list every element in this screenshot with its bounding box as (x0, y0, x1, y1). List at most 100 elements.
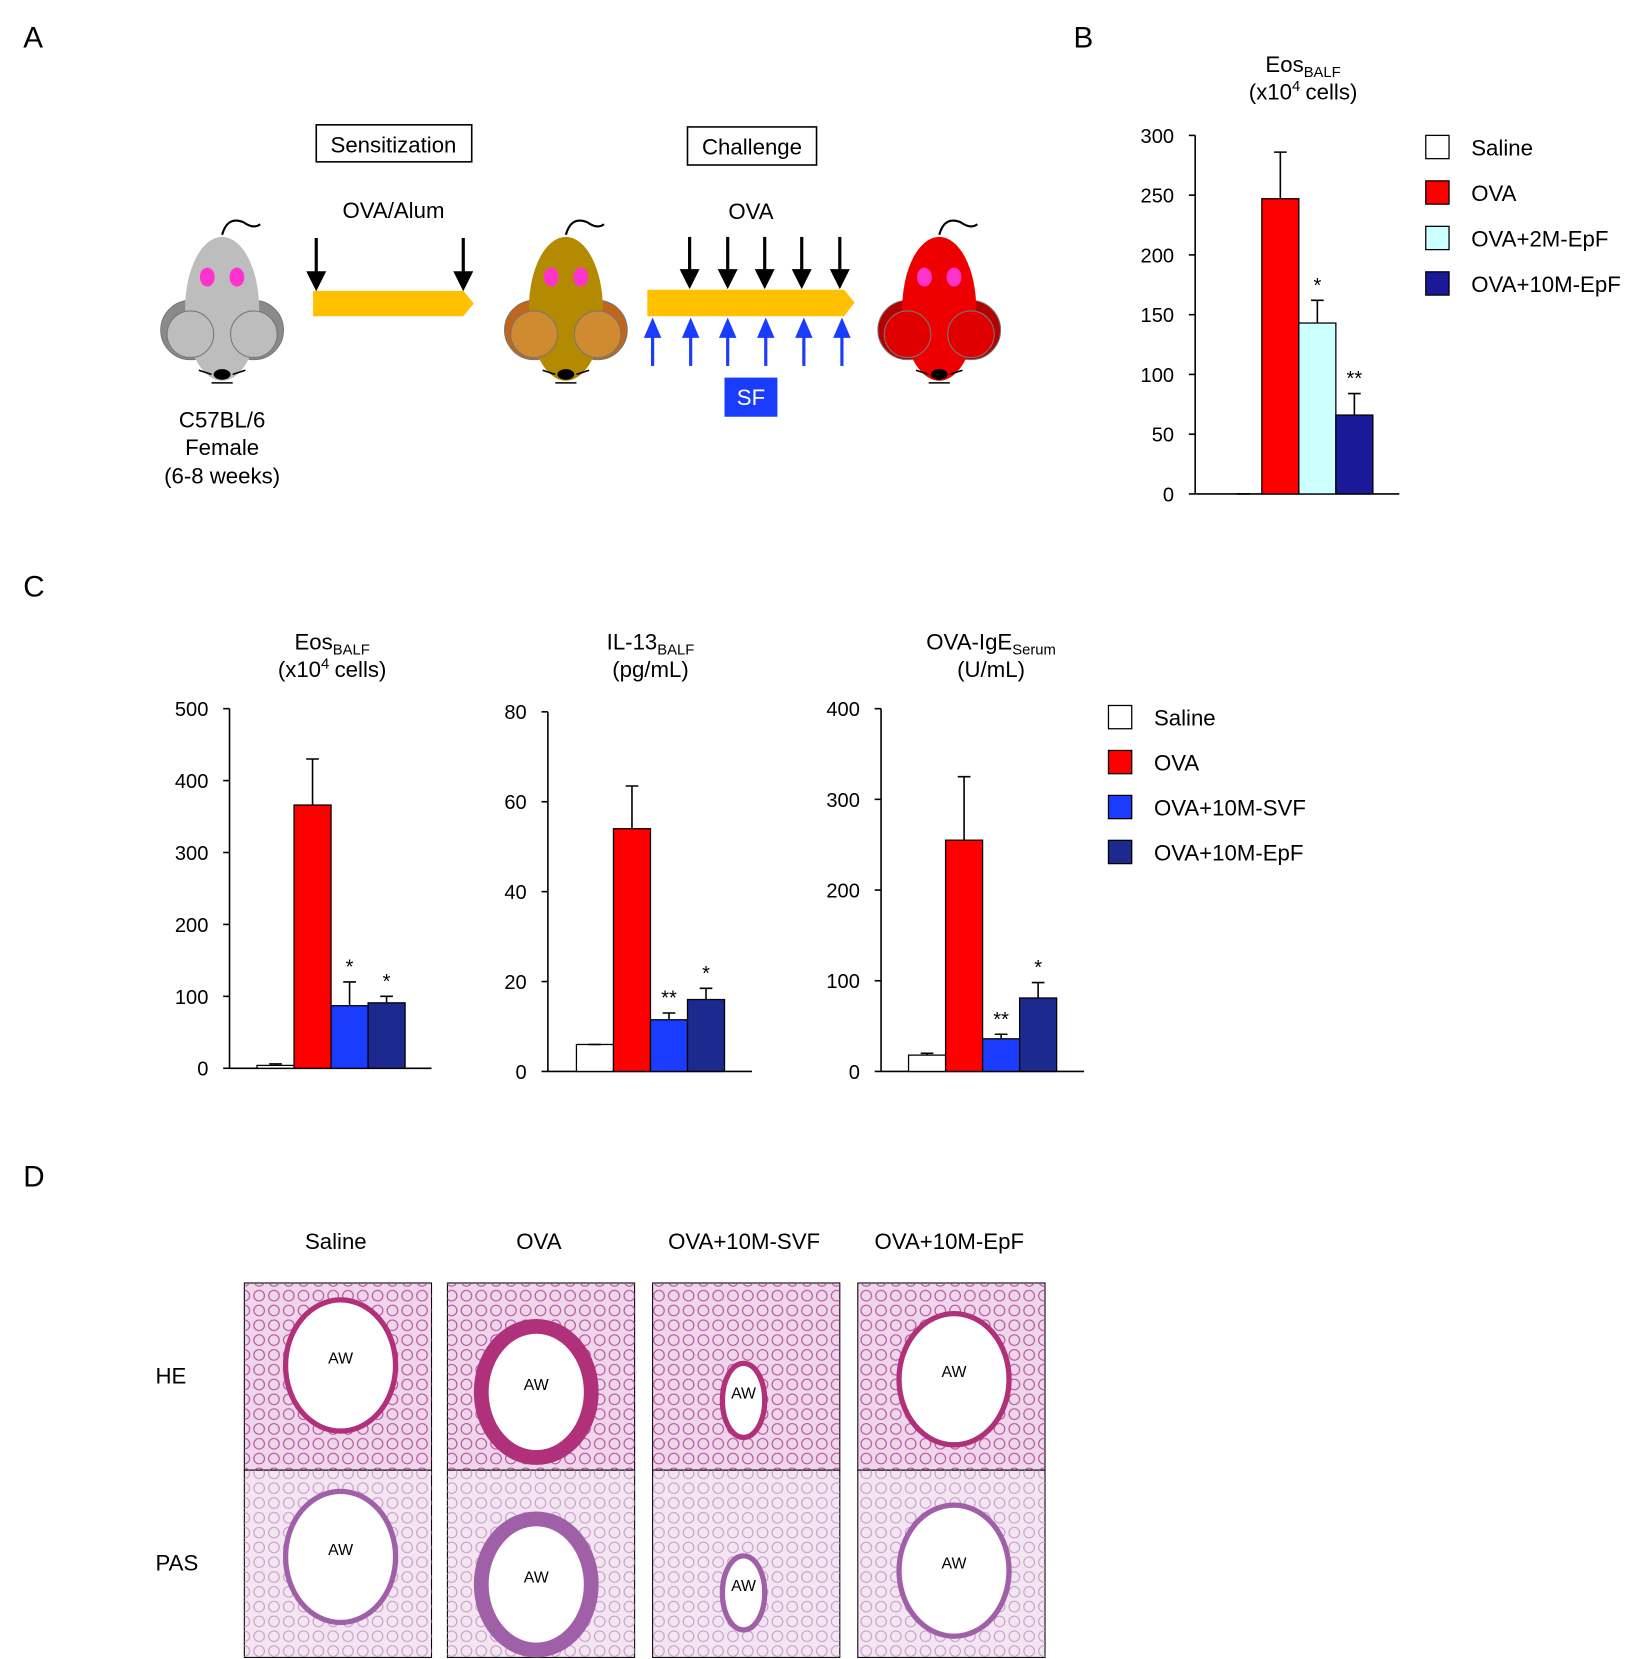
bar (981, 1038, 1021, 1073)
chart-title: EosBALF (1265, 52, 1340, 81)
airway-label: AW (328, 1542, 353, 1559)
significance: * (1313, 275, 1321, 297)
bar (367, 1002, 406, 1069)
title-main: Eos (294, 629, 332, 654)
column-label: OVA+10M-SVF (668, 1229, 820, 1254)
airway-label: AW (731, 1578, 756, 1595)
unit-pre: (U/mL) (957, 657, 1025, 682)
bar (649, 1019, 689, 1073)
challenge-agent: OVA (728, 199, 773, 224)
bar (330, 1005, 369, 1069)
title-main: OVA-IgE (926, 629, 1012, 654)
y-tick-label: 300 (826, 790, 860, 812)
y-tick-label: 60 (504, 792, 526, 814)
panel-label: C (23, 571, 44, 604)
title-sub: BALF (1304, 65, 1341, 81)
bar (293, 804, 332, 1069)
legend-label: OVA+10M-SVF (1154, 795, 1306, 820)
airway-lumen (896, 1311, 1012, 1448)
legend-label: OVA+10M-EpF (1154, 840, 1304, 865)
y-tick-label: 0 (849, 1062, 860, 1084)
sensitization-agent: OVA/Alum (342, 198, 444, 223)
y-tick-label: 500 (175, 699, 209, 721)
unit-post: cells) (335, 657, 387, 682)
bar (1298, 322, 1337, 495)
chart-unit: (x104 cells) (278, 656, 387, 681)
y-tick-label: 40 (504, 882, 526, 904)
mouse-naive (160, 219, 284, 384)
panel-label: B (1074, 22, 1094, 55)
unit-sup: 4 (1292, 79, 1300, 95)
legend-label: OVA+10M-EpF (1471, 272, 1621, 297)
title-sub: BALF (333, 643, 370, 659)
bar (1335, 414, 1374, 495)
mouse-sex: Female (185, 435, 259, 460)
title-main: IL-13 (607, 629, 658, 654)
challenge-arrows (679, 236, 850, 290)
legend-swatch (1107, 704, 1133, 730)
error-bar (1031, 981, 1045, 998)
legend-swatch (1425, 134, 1450, 160)
sensitization-box (315, 124, 473, 163)
title-sub: Serum (1012, 643, 1056, 659)
error-bar (1348, 392, 1361, 416)
mouse-challenged (877, 219, 1002, 384)
chart-unit: (pg/mL) (612, 657, 689, 682)
error-bar (380, 995, 393, 1003)
chart-title: OVA-IgESerum (926, 629, 1056, 658)
y-tick-label: 300 (1141, 126, 1175, 148)
airway-label: AW (942, 1364, 967, 1381)
legend-label: OVA (1154, 751, 1199, 776)
treatment-arrows (643, 317, 851, 366)
y-tick-label: 200 (826, 880, 860, 902)
significance: * (383, 971, 391, 993)
mouse-sensitized (503, 219, 628, 384)
row-label: HE (155, 1363, 186, 1388)
chart-unit: (U/mL) (957, 657, 1025, 682)
treatment-box (724, 377, 778, 417)
error-bar (343, 981, 356, 1006)
legend-swatch (1425, 225, 1450, 251)
y-tick-label: 300 (175, 843, 209, 865)
y-tick-label: 100 (826, 971, 860, 993)
legend-label: Saline (1471, 135, 1533, 160)
title-main: Eos (1265, 52, 1303, 77)
y-tick-label: 80 (504, 702, 526, 724)
error-bar (306, 758, 319, 806)
injection-arrows (306, 237, 474, 292)
legend-label: OVA (1471, 181, 1516, 206)
airway-lumen (282, 1297, 399, 1434)
y-tick-label: 200 (175, 915, 209, 937)
airway-label: AW (942, 1556, 967, 1573)
error-bar (625, 785, 639, 829)
unit-sup: 4 (321, 656, 329, 672)
error-bar (699, 987, 713, 1000)
panel-a-diagram: A Sensitization OVA/Alum (23, 22, 1002, 488)
unit-pre: (x10 (1249, 79, 1292, 104)
airway-lumen (473, 1318, 599, 1465)
bar (1018, 997, 1058, 1073)
bar (944, 839, 984, 1073)
bar (256, 1064, 295, 1069)
legend-label: OVA+2M-EpF (1471, 226, 1608, 251)
panel-label: D (23, 1161, 44, 1194)
chart: 0 100 200 300 400 Saline OVA ** OVA+10M-SVF * OVA+… (826, 629, 1306, 1083)
airway-lumen (719, 1360, 768, 1441)
airway-lumen (282, 1488, 399, 1626)
bar (907, 1054, 947, 1073)
row-label: PAS (155, 1551, 198, 1576)
airway-label: AW (328, 1350, 353, 1367)
chart-unit: (x104 cells) (1249, 79, 1358, 104)
bar (686, 998, 726, 1073)
legend-swatch (1425, 180, 1450, 205)
bar (575, 1043, 615, 1073)
y-tick-label: 20 (504, 972, 526, 994)
significance: ** (993, 1009, 1009, 1031)
sensitization-label: Sensitization (331, 132, 457, 157)
significance: * (702, 963, 710, 985)
unit-post: cells) (1306, 79, 1358, 104)
column-label: OVA (516, 1229, 561, 1254)
significance: * (1034, 957, 1042, 979)
